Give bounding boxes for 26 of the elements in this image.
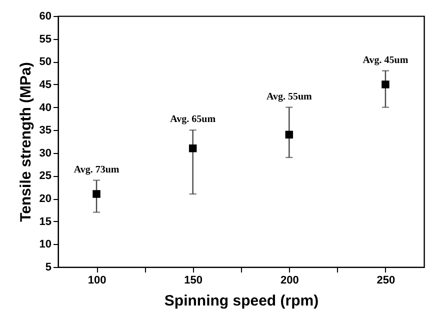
point xyxy=(285,130,294,139)
y-tick-label: 55 xyxy=(39,33,52,46)
y-tick-label: 30 xyxy=(39,147,52,160)
y-tick-label: 45 xyxy=(39,78,52,91)
x-tick-label: 250 xyxy=(376,274,396,286)
point xyxy=(92,190,100,198)
y-tick-label: 50 xyxy=(39,56,52,68)
x-tick-label: 150 xyxy=(184,274,203,286)
y-tick-label: 10 xyxy=(39,238,52,251)
x-tick-label: 200 xyxy=(280,274,299,286)
x-axis-title: Spinning speed (rpm) xyxy=(164,292,319,310)
point xyxy=(382,80,390,88)
y-tick-label: 25 xyxy=(39,170,52,182)
point xyxy=(188,144,197,152)
y-tick-label: 35 xyxy=(39,124,52,137)
annotation: Avg. 65um xyxy=(170,114,216,126)
y-tick-label: 15 xyxy=(39,216,52,228)
annotation: Avg. 73um xyxy=(74,164,120,176)
y-tick-label: 20 xyxy=(39,193,52,206)
y-tick-label: 5 xyxy=(45,262,52,274)
y-axis-title: Tensile strength (MPa) xyxy=(17,62,34,222)
y-tick-label: 60 xyxy=(39,10,52,22)
y-tick-label: 40 xyxy=(39,102,52,114)
x-tick-label: 100 xyxy=(88,274,106,286)
annotation: Avg. 45um xyxy=(362,54,409,66)
annotation: Avg. 55um xyxy=(266,91,313,102)
